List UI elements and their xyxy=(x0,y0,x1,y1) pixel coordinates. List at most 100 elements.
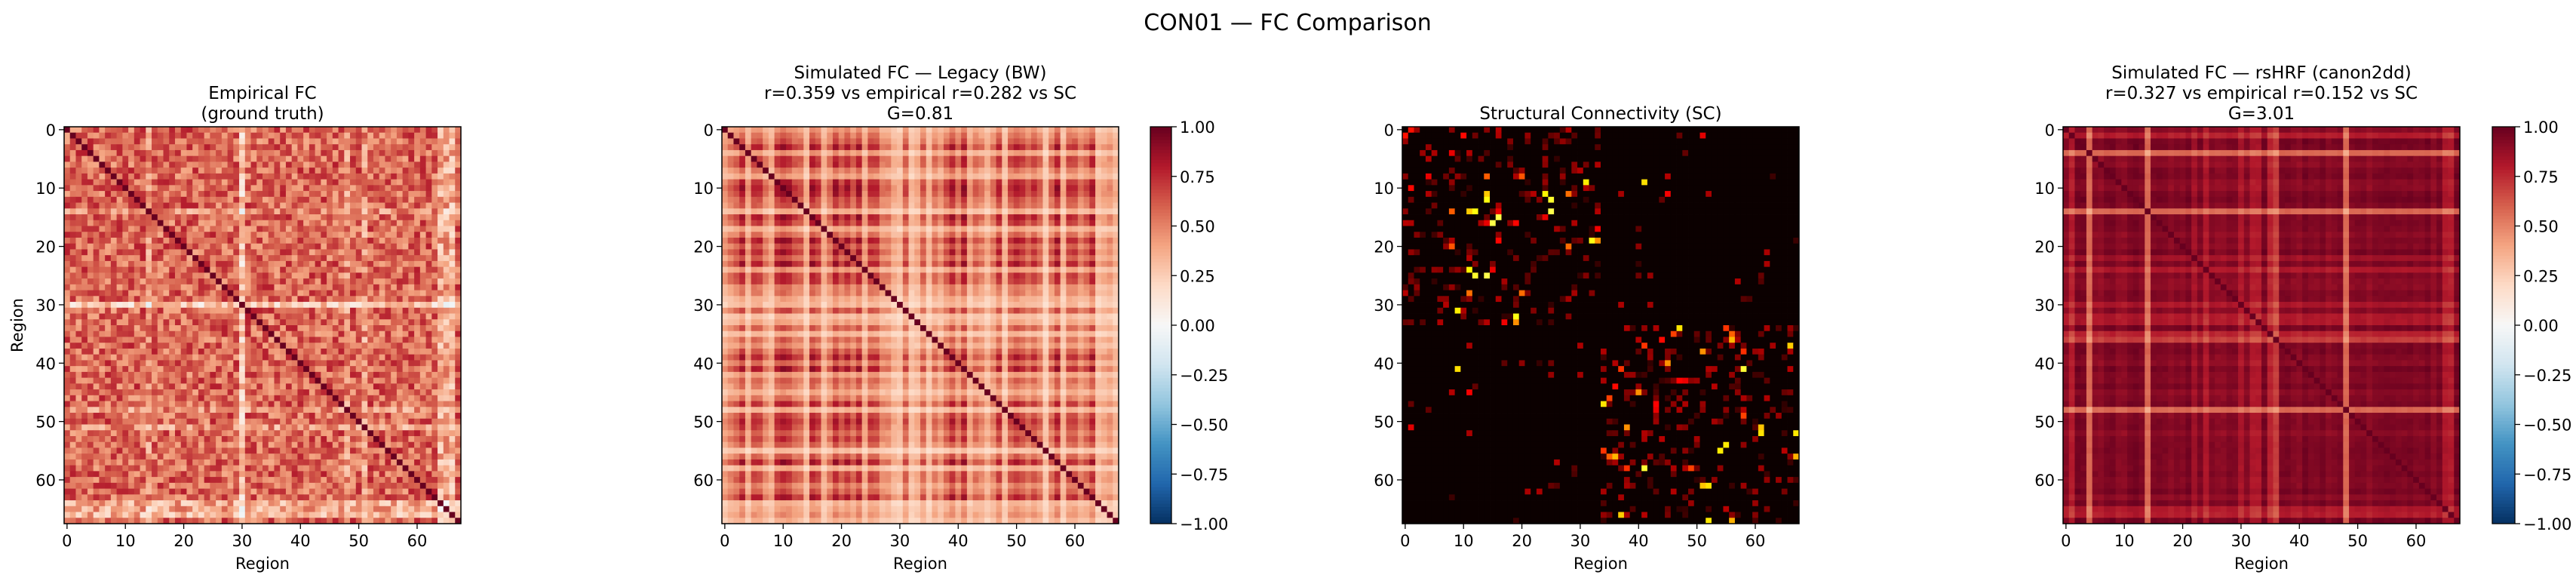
heatmap-cell xyxy=(87,272,94,279)
heatmap-cell xyxy=(827,138,834,145)
heatmap-cell xyxy=(233,290,240,297)
heatmap-cell xyxy=(128,477,135,484)
heatmap-cell xyxy=(303,337,310,343)
heatmap-cell xyxy=(221,266,228,273)
heatmap-cell xyxy=(431,366,438,373)
heatmap-cell xyxy=(449,343,456,349)
heatmap-cell xyxy=(280,371,287,379)
heatmap-cell xyxy=(414,366,421,373)
heatmap-cell xyxy=(64,260,71,268)
heatmap-cell xyxy=(443,237,450,244)
heatmap-cell xyxy=(367,138,374,145)
heatmap-cell xyxy=(174,161,182,168)
heatmap-cell xyxy=(984,149,991,157)
heatmap-cell xyxy=(110,290,118,297)
heatmap-cell xyxy=(355,477,362,484)
heatmap-cell xyxy=(361,512,368,518)
heatmap-cell xyxy=(157,191,164,198)
heatmap-cell xyxy=(146,371,152,379)
heatmap-cell xyxy=(350,465,357,472)
heatmap-cell xyxy=(110,453,118,460)
heatmap-cell xyxy=(263,173,269,180)
heatmap-cell xyxy=(402,447,409,454)
heatmap-cell xyxy=(926,127,932,134)
heatmap-cell xyxy=(180,465,187,472)
heatmap-cell xyxy=(140,237,146,244)
heatmap-cell xyxy=(192,330,199,337)
heatmap-cell xyxy=(1030,127,1038,134)
heatmap-cell xyxy=(315,494,321,501)
heatmap-cell xyxy=(69,377,76,384)
heatmap-cell xyxy=(338,500,345,507)
heatmap-cell xyxy=(391,488,398,495)
heatmap-cell xyxy=(250,500,257,507)
heatmap-cell xyxy=(221,202,228,209)
heatmap-cell xyxy=(425,313,432,320)
heatmap-cell xyxy=(134,465,140,472)
heatmap-cell xyxy=(419,348,426,355)
heatmap-cell xyxy=(355,401,362,407)
heatmap-cell xyxy=(844,138,851,145)
heatmap-cell xyxy=(81,127,88,134)
heatmap-cell xyxy=(396,307,404,314)
heatmap-cell xyxy=(204,371,210,379)
heatmap-cell xyxy=(291,435,298,443)
heatmap-cell xyxy=(443,330,450,337)
heatmap-cell xyxy=(87,371,94,379)
heatmap-cell xyxy=(280,249,287,256)
heatmap-cell xyxy=(355,377,362,384)
heatmap-cell xyxy=(280,132,287,139)
heatmap-cell xyxy=(455,144,462,151)
heatmap-cell xyxy=(169,377,176,384)
heatmap-cell xyxy=(396,249,404,256)
heatmap-cell xyxy=(250,127,257,134)
heatmap-cell xyxy=(391,430,398,437)
heatmap-cell xyxy=(250,313,257,320)
heatmap-cell xyxy=(291,471,298,478)
heatmap-cell xyxy=(210,173,216,180)
heatmap-cell xyxy=(990,127,996,134)
heatmap-cell xyxy=(344,518,351,524)
heatmap-cell xyxy=(385,202,391,209)
heatmap-cell xyxy=(239,413,246,420)
heatmap-cell xyxy=(391,413,398,420)
heatmap-cell xyxy=(315,214,321,221)
heatmap-cell xyxy=(263,266,269,273)
heatmap-cell xyxy=(221,471,228,478)
heatmap-cell xyxy=(192,220,199,226)
heatmap-cell xyxy=(321,302,327,309)
heatmap-cell xyxy=(263,500,269,507)
heatmap-cell xyxy=(379,185,385,192)
heatmap-cell xyxy=(455,482,462,489)
heatmap-cell xyxy=(350,506,357,512)
heatmap-cell xyxy=(402,366,409,373)
heatmap-cell xyxy=(93,237,100,244)
heatmap-cell xyxy=(373,302,380,309)
heatmap-cell xyxy=(408,418,415,425)
heatmap-cell xyxy=(408,343,415,349)
heatmap-cell xyxy=(396,441,404,448)
heatmap-cell xyxy=(198,435,205,443)
heatmap-cell xyxy=(327,272,333,279)
heatmap-cell xyxy=(321,330,327,337)
heatmap-cell xyxy=(309,366,316,373)
heatmap-cell xyxy=(163,266,170,273)
heatmap-cell xyxy=(140,435,146,443)
heatmap-cell xyxy=(309,226,316,232)
heatmap-cell xyxy=(210,477,216,484)
heatmap-cell xyxy=(344,395,351,401)
heatmap-cell xyxy=(408,471,415,478)
heatmap-cell xyxy=(263,284,269,290)
heatmap-cell xyxy=(338,272,345,279)
heatmap-cell xyxy=(391,202,398,209)
heatmap-cell xyxy=(263,313,269,320)
heatmap-cell xyxy=(122,401,129,407)
heatmap-cell xyxy=(303,155,310,162)
heatmap-cell xyxy=(438,202,444,209)
heatmap-cell xyxy=(81,284,88,290)
heatmap-cell xyxy=(268,260,275,268)
heatmap-cell xyxy=(425,127,432,134)
heatmap-cell xyxy=(419,482,426,489)
heatmap-cell xyxy=(152,395,158,401)
heatmap-cell xyxy=(1025,132,1032,139)
